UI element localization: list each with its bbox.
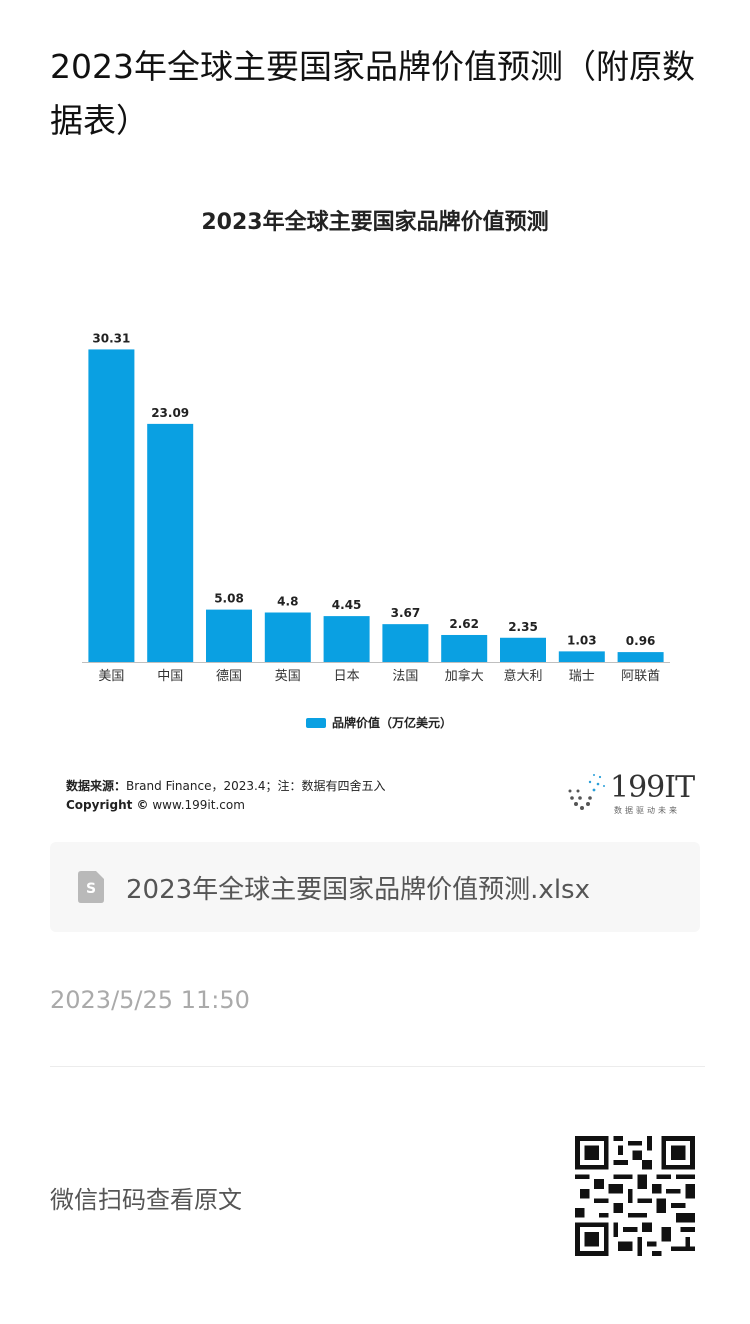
x-tick-label-7: 意大利	[503, 668, 542, 684]
data-label-0: 30.31	[92, 331, 130, 345]
data-label-3: 4.8	[277, 595, 298, 609]
data-label-4: 4.45	[332, 598, 362, 612]
data-source: 数据来源：Brand Finance，2023.4；注：数据有四舍五入	[66, 777, 385, 794]
logo-dots-icon	[568, 774, 605, 810]
x-tick-label-0: 美国	[98, 669, 124, 684]
bar-7	[500, 637, 546, 662]
copyright: Copyright © www.199it.com	[66, 798, 245, 812]
x-tick-label-5: 法国	[392, 669, 418, 684]
data-label-9: 0.96	[626, 634, 656, 648]
x-tick-label-6: 加拿大	[445, 668, 484, 684]
data-label-2: 5.08	[214, 592, 244, 606]
brand-logo: 199IT 数据驱动未来	[560, 770, 700, 818]
bar-6	[441, 634, 488, 662]
bar-3	[264, 612, 311, 662]
x-tick-label-8: 瑞士	[569, 669, 595, 684]
bar-0	[88, 349, 135, 662]
article-title: 2023年全球主要国家品牌价值预测（附原数据表）	[50, 47, 695, 141]
x-tick-label-9: 阿联酋	[621, 668, 660, 684]
data-label-7: 2.35	[508, 620, 538, 634]
svg-text:S: S	[86, 881, 96, 897]
logo-tagline: 数据驱动未来	[614, 806, 680, 815]
chart-legend: 品牌价值（万亿美元）	[306, 714, 452, 731]
publish-timestamp: 2023/5/25 11:50	[50, 986, 250, 1014]
bar-5	[382, 624, 429, 662]
logo-text: 199IT	[610, 770, 695, 805]
copyright-label: Copyright ©	[66, 798, 149, 812]
bar-1	[147, 423, 194, 662]
legend-swatch	[306, 717, 326, 728]
bar-2	[206, 609, 252, 662]
attachment-card[interactable]: S 2023年全球主要国家品牌价值预测.xlsx	[50, 842, 700, 932]
legend-label: 品牌价值（万亿美元）	[332, 716, 453, 730]
attachment-filename[interactable]: 2023年全球主要国家品牌价值预测.xlsx	[126, 874, 590, 905]
x-tick-label-4: 日本	[334, 669, 360, 684]
bar-8	[558, 651, 605, 662]
x-tick-label-1: 中国	[157, 669, 183, 684]
source-label: 数据来源：	[66, 779, 127, 793]
section-divider	[50, 1066, 705, 1067]
data-label-6: 2.62	[449, 617, 479, 631]
data-label-5: 3.67	[391, 606, 421, 620]
qr-code-icon[interactable]	[575, 1136, 695, 1256]
x-tick-label-3: 英国	[275, 669, 301, 684]
bar-9	[617, 652, 664, 662]
chart-title: 2023年全球主要国家品牌价值预测	[201, 210, 549, 235]
bar-4	[323, 616, 370, 662]
source-text: Brand Finance，2023.4；注：数据有四舍五入	[126, 779, 386, 793]
data-label-1: 23.09	[151, 406, 189, 420]
spreadsheet-file-icon: S	[78, 871, 104, 903]
bar-chart: 30.31 美国 23.09 中国 5.08 德国 4.8 英国 4.45 日本 3.67 法国 2.6…	[82, 331, 670, 684]
data-label-8: 1.03	[567, 633, 597, 647]
x-tick-label-2: 德国	[216, 669, 242, 684]
wechat-scan-prompt: 微信扫码查看原文	[50, 1186, 242, 1214]
copyright-url: www.199it.com	[148, 798, 245, 812]
